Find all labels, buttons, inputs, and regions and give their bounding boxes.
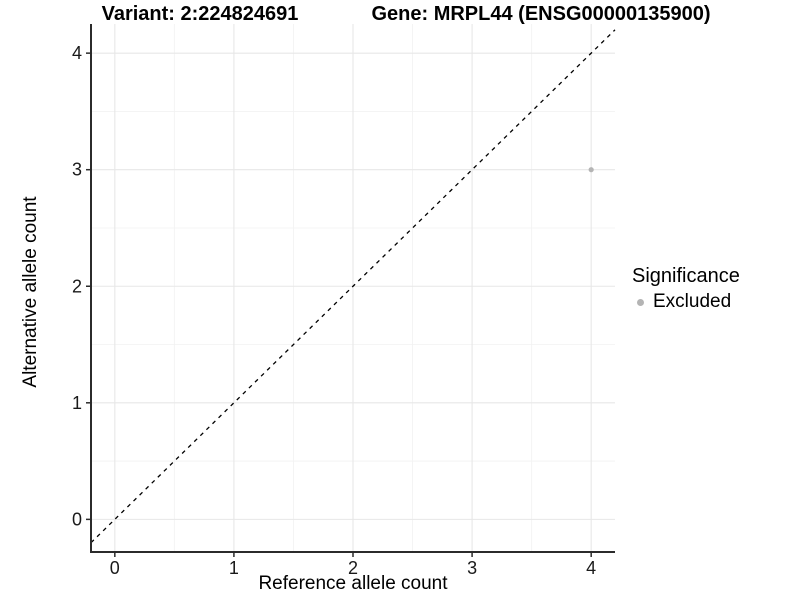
x-tick-label: 0 bbox=[110, 558, 120, 578]
variant-title: Variant: 2:224824691 bbox=[101, 3, 299, 25]
x-axis-title: Reference allele count bbox=[258, 573, 448, 594]
legend-item-label: Excluded bbox=[653, 291, 732, 312]
y-tick-label: 1 bbox=[72, 393, 82, 413]
x-tick-label: 2 bbox=[348, 558, 358, 578]
x-tick-label: 3 bbox=[467, 558, 477, 578]
data-point bbox=[588, 167, 594, 173]
legend-title: Significance bbox=[632, 265, 740, 287]
identity-line bbox=[90, 29, 616, 544]
x-tick-label: 4 bbox=[586, 558, 596, 578]
legend-item-excluded: Excluded bbox=[630, 291, 740, 313]
y-tick-label: 3 bbox=[72, 160, 82, 180]
y-tick-label: 0 bbox=[72, 509, 82, 529]
gene-title: Gene: MRPL44 (ENSG00000135900) bbox=[371, 3, 711, 25]
y-tick-label: 2 bbox=[72, 276, 82, 296]
x-tick-label: 1 bbox=[229, 558, 239, 578]
y-axis-title: Alternative allele count bbox=[20, 196, 41, 388]
legend-point-icon bbox=[637, 298, 644, 306]
legend: Significance Excluded bbox=[630, 265, 740, 313]
y-tick-label: 4 bbox=[72, 43, 82, 63]
